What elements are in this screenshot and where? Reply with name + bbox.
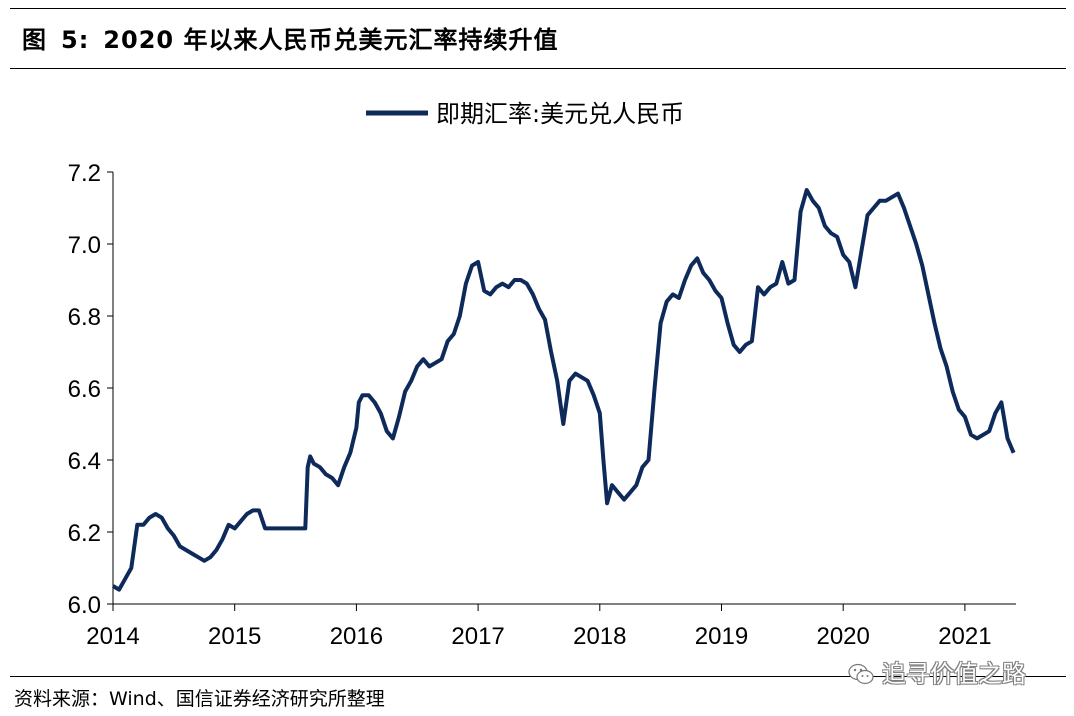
legend-label-usdcny: 即期汇率:美元兑人民币 [436, 100, 684, 128]
y-tick-label: 7.2 [68, 160, 101, 187]
x-axis-ticks: 2014 2015 2016 2017 2018 2019 2020 2021 [86, 604, 992, 650]
source-note: 资料来源：Wind、国信证券经济研究所整理 [14, 688, 385, 710]
y-axis-ticks: 6.0 6.2 6.4 6.6 6.8 7.0 7.2 [68, 160, 113, 619]
wechat-icon [848, 663, 874, 685]
title-bar: 图 5: 2020 年以来人民币兑美元汇率持续升值 [0, 0, 1074, 69]
x-tick-label: 2014 [86, 623, 139, 650]
title-rule-top [10, 8, 1066, 9]
x-tick-label: 2018 [573, 623, 626, 650]
x-tick-label: 2016 [330, 623, 383, 650]
x-tick-label: 2021 [938, 623, 991, 650]
series-line-usdcny [111, 188, 1016, 592]
watermark: 追寻价值之路 [848, 654, 1026, 689]
figure-title-text: 2020 年以来人民币兑美元汇率持续升值 [103, 26, 559, 54]
line-chart: 即期汇率:美元兑人民币 6.06.26.46.66.87.07.2 2014 20… [68, 100, 1016, 650]
chart-axes [112, 172, 1016, 605]
footer-rule [10, 676, 1066, 677]
x-tick-label: 2015 [208, 623, 261, 650]
y-tick-label: 7.0 [68, 232, 101, 259]
y-tick-label: 6.2 [68, 520, 101, 547]
x-tick-label: 2020 [816, 623, 869, 650]
x-tick-label: 2017 [451, 623, 504, 650]
y-tick-label: 6.0 [68, 592, 101, 619]
figure-label: 图 [22, 26, 47, 54]
y-tick-label: 6.4 [68, 448, 101, 475]
y-tick-label: 6.6 [68, 376, 101, 403]
watermark-text: 追寻价值之路 [882, 660, 1026, 688]
chart-legend: 即期汇率:美元兑人民币 [366, 100, 684, 128]
figure-number: 5: [61, 26, 90, 54]
title-rule-bottom [10, 68, 1066, 69]
figure-title: 图 5: 2020 年以来人民币兑美元汇率持续升值 [22, 20, 558, 55]
y-tick-label: 6.8 [68, 304, 101, 331]
x-tick-label: 2019 [695, 623, 748, 650]
